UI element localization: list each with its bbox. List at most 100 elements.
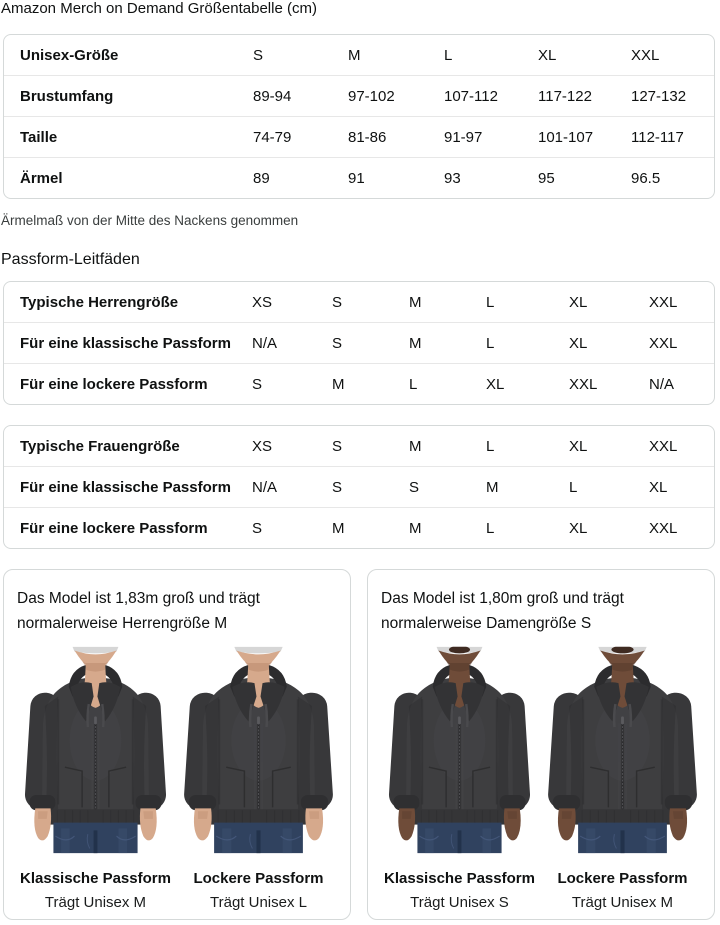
photo-block-loose: Lockere Passform Trägt Unisex L [177,644,340,912]
fit-size-caption: Trägt Unisex L [210,894,307,911]
table-cell: L [486,322,569,363]
table-row: Für eine lockere Passform S M L XL XXL N… [4,363,714,404]
table-cell: L [569,466,649,507]
photo-block-loose: Lockere Passform Trägt Unisex M [541,644,704,912]
photos-row: Klassische Passform Trägt Unisex S Locke… [381,644,704,912]
table-cell: M [409,293,422,311]
table-cell: XL [569,437,588,455]
table-cell: N/A [649,363,714,404]
sleeve-measure-note: Ärmelmaß von der Mitte des Nackens genom… [1,213,299,228]
fit-size-caption: Trägt Unisex M [44,894,147,911]
table-cell: S [252,507,332,548]
card-title: Das Model ist 1,80m groß und trägt norma… [381,590,624,632]
table-cell: 95 [538,157,631,198]
card-title: Das Model ist 1,83m groß und trägt norma… [17,590,260,632]
table-cell: XL [569,507,649,548]
model-photo-loose-fit [541,644,704,856]
table-cell: M [409,507,486,548]
table-cell: S [253,46,264,64]
table-row: Für eine lockere Passform S M M L XL XXL [4,507,714,548]
table-cell: L [444,46,453,64]
table-cell: 81-86 [348,116,444,157]
table-row: Für eine klassische Passform N/A S S M L… [4,466,714,507]
fit-caption: Klassische Passform [20,870,171,887]
fit-size-caption: Trägt Unisex M [571,894,674,911]
table-cell: M [486,466,569,507]
table-cell: S [252,363,332,404]
table-cell: N/A [252,322,332,363]
table-cell: XXL [649,322,714,363]
table-cell: L [486,293,495,311]
row-label: Unisex-Größe [20,46,119,64]
model-photo-classic-fit [383,644,536,856]
row-label: Brustumfang [4,75,253,116]
table-row: Für eine klassische Passform N/A S M L X… [4,322,714,363]
table-cell: S [409,466,486,507]
table-cell: M [332,507,409,548]
fit-caption: Klassische Passform [384,870,535,887]
section-heading: Passform-Leitfäden [1,251,140,268]
table-cell: M [409,437,422,455]
table-cell: M [348,46,361,64]
table-cell: 97-102 [348,75,444,116]
table-cell: L [486,507,569,548]
table-cell: XL [538,46,557,64]
table-cell: S [332,322,409,363]
model-photo-loose-fit [177,644,340,856]
photo-block-classic: Klassische Passform Trägt Unisex M [19,644,172,912]
fit-caption: Lockere Passform [193,870,324,887]
page-title: Amazon Merch on Demand Größentabelle (cm… [1,0,317,17]
table-cell: 101-107 [538,116,631,157]
row-label: Typische Herrengröße [20,293,179,311]
fit-caption: Lockere Passform [557,870,688,887]
mens-fit-table: Typische Herrengröße XS S M L XL XXL Für… [3,281,715,405]
row-label: Für eine lockere Passform [4,363,252,404]
table-cell: 127-132 [631,75,714,116]
unisex-size-table: Unisex-Größe S M L XL XXL Brustumfang 89… [3,34,715,199]
table-cell: 74-79 [253,116,348,157]
table-row: Unisex-Größe S M L XL XXL [4,35,714,75]
table-cell: 93 [444,157,538,198]
womens-model-card: Das Model ist 1,80m groß und trägt norma… [367,569,715,920]
table-cell: 89 [253,157,348,198]
row-label: Für eine lockere Passform [4,507,252,548]
table-cell: 91-97 [444,116,538,157]
model-photo-classic-fit [19,644,172,856]
table-row: Taille 74-79 81-86 91-97 101-107 112-117 [4,116,714,157]
table-cell: XXL [569,363,649,404]
table-cell: XL [569,293,588,311]
table-cell: XL [569,322,649,363]
table-cell: 117-122 [538,75,631,116]
table-cell: 112-117 [631,116,714,157]
photos-row: Klassische Passform Trägt Unisex M Locke… [17,644,340,912]
table-cell: 96.5 [631,157,714,198]
table-cell: S [332,466,409,507]
table-cell: XXL [649,437,678,455]
table-row: Typische Herrengröße XS S M L XL XXL [4,282,714,322]
table-cell: XL [486,363,569,404]
fit-size-caption: Trägt Unisex S [410,894,509,911]
row-label: Für eine klassische Passform [4,322,252,363]
row-label: Typische Frauengröße [20,437,180,455]
row-label: Taille [4,116,253,157]
table-cell: XXL [649,507,714,548]
table-cell: 107-112 [444,75,538,116]
womens-fit-table: Typische Frauengröße XS S M L XL XXL Für… [3,425,715,549]
photo-block-classic: Klassische Passform Trägt Unisex S [383,644,536,912]
table-cell: S [332,437,343,455]
table-cell: M [332,363,409,404]
mens-model-card: Das Model ist 1,83m groß und trägt norma… [3,569,351,920]
table-cell: N/A [252,466,332,507]
table-cell: XS [252,293,273,311]
table-cell: L [409,363,486,404]
table-cell: 91 [348,157,444,198]
table-row: Ärmel 89 91 93 95 96.5 [4,157,714,198]
table-row: Brustumfang 89-94 97-102 107-112 117-122… [4,75,714,116]
row-label: Für eine klassische Passform [4,466,252,507]
table-cell: L [486,437,495,455]
table-cell: XS [252,437,273,455]
table-cell: XL [649,466,714,507]
table-cell: XXL [649,293,678,311]
table-cell: M [409,322,486,363]
